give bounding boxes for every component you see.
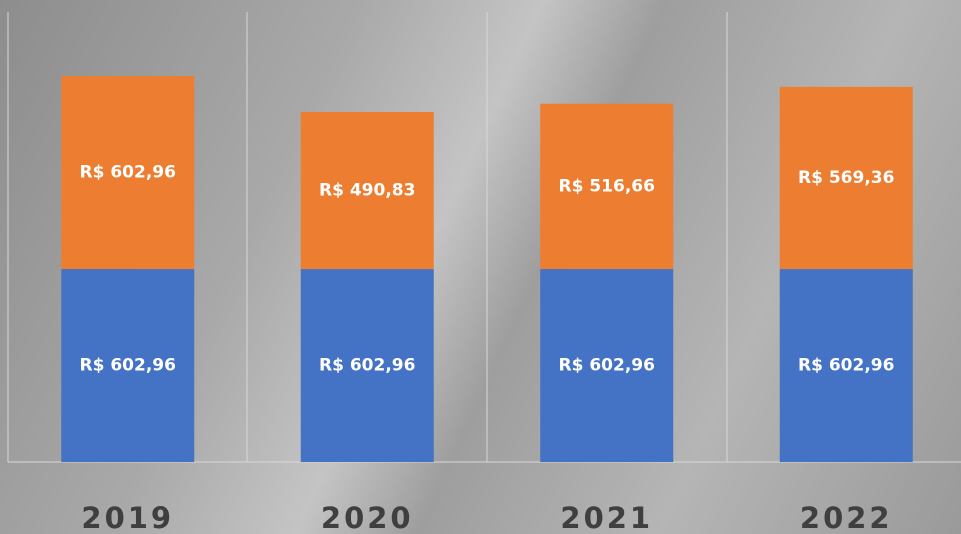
- chart: R$ 602,96 R$ 602,96 2019 R$ 602,96 R$ 490,83…: [0, 0, 961, 534]
- value-label: R$ 490,83: [319, 181, 415, 201]
- value-label: R$ 602,96: [798, 356, 894, 376]
- x-tick-label: 2021: [560, 501, 653, 534]
- value-label: R$ 569,36: [798, 168, 894, 188]
- value-label: R$ 516,66: [559, 176, 655, 196]
- value-label: R$ 602,96: [319, 356, 415, 376]
- value-label: R$ 602,96: [80, 356, 176, 376]
- x-tick-label: 2022: [800, 501, 893, 534]
- x-tick-label: 2020: [321, 501, 414, 534]
- value-label: R$ 602,96: [80, 163, 176, 183]
- page: R$ 602,96 R$ 602,96 2019 R$ 602,96 R$ 490,83…: [0, 0, 961, 534]
- value-label: R$ 602,96: [559, 356, 655, 376]
- x-tick-label: 2019: [81, 501, 174, 534]
